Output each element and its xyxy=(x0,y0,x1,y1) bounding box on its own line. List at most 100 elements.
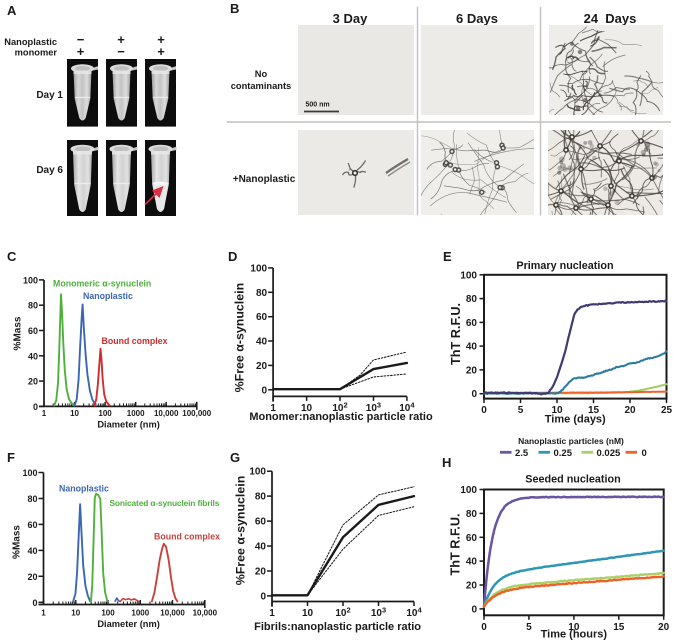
svg-text:1: 1 xyxy=(42,409,47,418)
svg-text:Nanoplastic: Nanoplastic xyxy=(59,484,109,494)
svg-text:100: 100 xyxy=(460,485,477,496)
svg-text:20: 20 xyxy=(27,572,37,582)
svg-text:20: 20 xyxy=(255,566,267,577)
svg-text:0: 0 xyxy=(471,604,477,615)
svg-text:1: 1 xyxy=(270,403,276,414)
svg-text:60: 60 xyxy=(256,312,268,323)
svg-text:0: 0 xyxy=(262,385,268,396)
svg-text:60: 60 xyxy=(255,517,267,528)
svg-text:100: 100 xyxy=(23,275,38,285)
svg-text:0.025: 0.025 xyxy=(597,448,621,459)
svg-text:Diameter (nm): Diameter (nm) xyxy=(97,419,160,429)
svg-text:%Mass: %Mass xyxy=(12,525,23,559)
svg-text:Time (days): Time (days) xyxy=(545,414,606,426)
svg-text:%Free α-synuclein: %Free α-synuclein xyxy=(233,283,247,393)
svg-text:15: 15 xyxy=(613,622,625,633)
svg-text:+: + xyxy=(77,44,85,59)
svg-text:102: 102 xyxy=(335,606,350,620)
svg-text:100: 100 xyxy=(22,468,37,478)
svg-text:40: 40 xyxy=(466,342,478,353)
svg-text:10,000: 10,000 xyxy=(154,409,179,418)
svg-text:E: E xyxy=(443,249,452,264)
svg-text:C: C xyxy=(7,249,17,264)
svg-text:80: 80 xyxy=(466,294,478,305)
svg-text:6 Days: 6 Days xyxy=(456,11,498,26)
svg-text:10: 10 xyxy=(70,409,79,418)
svg-text:1000: 1000 xyxy=(127,409,145,418)
svg-text:0: 0 xyxy=(33,402,38,412)
svg-text:1: 1 xyxy=(269,608,275,619)
svg-text:No: No xyxy=(255,69,268,79)
svg-text:Day 6: Day 6 xyxy=(36,165,63,176)
svg-text:+Nanoplastic: +Nanoplastic xyxy=(233,174,296,185)
svg-text:10: 10 xyxy=(71,609,80,618)
svg-text:40: 40 xyxy=(255,542,267,553)
svg-text:20: 20 xyxy=(658,622,670,633)
svg-text:80: 80 xyxy=(256,288,268,299)
svg-text:20: 20 xyxy=(466,365,478,376)
svg-text:G: G xyxy=(230,450,240,465)
svg-text:10: 10 xyxy=(301,403,313,414)
svg-text:10: 10 xyxy=(551,405,563,416)
svg-text:%Free α-synuclein: %Free α-synuclein xyxy=(233,476,247,586)
svg-text:Diameter (nm): Diameter (nm) xyxy=(97,619,160,629)
svg-text:40: 40 xyxy=(28,351,38,361)
svg-text:2.5: 2.5 xyxy=(515,448,529,459)
svg-text:20: 20 xyxy=(256,361,268,372)
svg-text:0.25: 0.25 xyxy=(554,448,573,459)
svg-text:15: 15 xyxy=(588,405,600,416)
svg-text:104: 104 xyxy=(406,606,422,620)
svg-text:40: 40 xyxy=(256,337,268,348)
svg-text:monomer: monomer xyxy=(15,48,58,58)
svg-text:80: 80 xyxy=(28,301,38,311)
svg-text:Bound complex: Bound complex xyxy=(154,532,220,542)
svg-text:0: 0 xyxy=(481,405,487,416)
svg-text:H: H xyxy=(442,455,451,470)
svg-text:ThT R.F.U.: ThT R.F.U. xyxy=(449,513,463,575)
svg-text:80: 80 xyxy=(255,492,267,503)
svg-text:Nanoplastic: Nanoplastic xyxy=(4,37,57,47)
svg-text:+: + xyxy=(157,32,165,47)
svg-text:−: − xyxy=(77,32,85,47)
svg-text:500 nm: 500 nm xyxy=(306,102,330,109)
svg-text:80: 80 xyxy=(27,494,37,504)
svg-text:100: 100 xyxy=(101,609,115,618)
svg-text:0: 0 xyxy=(260,591,266,602)
svg-text:5: 5 xyxy=(526,622,532,633)
svg-text:Primary nucleation: Primary nucleation xyxy=(516,260,613,272)
svg-text:ThT R.F.U.: ThT R.F.U. xyxy=(449,303,463,365)
svg-text:B: B xyxy=(230,1,239,16)
svg-text:Monomeric α-synuclein: Monomeric α-synuclein xyxy=(53,279,151,289)
svg-text:20: 20 xyxy=(466,581,478,592)
svg-text:Nanoplastic particles (nM): Nanoplastic particles (nM) xyxy=(518,436,624,446)
svg-text:100: 100 xyxy=(98,409,112,418)
svg-text:contaminants: contaminants xyxy=(231,81,291,91)
svg-text:Seeded nucleation: Seeded nucleation xyxy=(525,474,620,486)
svg-text:60: 60 xyxy=(466,533,478,544)
svg-text:1: 1 xyxy=(41,609,46,618)
svg-text:F: F xyxy=(7,450,15,465)
svg-text:Day 1: Day 1 xyxy=(36,90,63,101)
svg-text:−: − xyxy=(117,44,125,59)
svg-text:60: 60 xyxy=(28,326,38,336)
svg-text:24 Days: 24 Days xyxy=(584,11,637,26)
svg-text:+: + xyxy=(157,44,165,59)
svg-text:0: 0 xyxy=(642,448,647,459)
svg-text:0: 0 xyxy=(481,622,487,633)
svg-text:103: 103 xyxy=(371,606,386,620)
svg-text:Bound complex: Bound complex xyxy=(102,336,168,346)
svg-text:Monomer:nanoplastic particle r: Monomer:nanoplastic particle ratio xyxy=(249,411,433,423)
svg-text:10,000: 10,000 xyxy=(160,609,185,618)
svg-text:5: 5 xyxy=(518,405,524,416)
svg-text:0: 0 xyxy=(32,598,37,608)
svg-text:20: 20 xyxy=(624,405,636,416)
svg-text:40: 40 xyxy=(466,557,478,568)
svg-text:100: 100 xyxy=(250,263,267,274)
svg-text:3 Day: 3 Day xyxy=(333,11,368,26)
svg-text:100: 100 xyxy=(460,270,477,281)
svg-text:Time (hours): Time (hours) xyxy=(541,629,608,641)
svg-text:Sonicated α-synuclein fibrils: Sonicated α-synuclein fibrils xyxy=(110,498,220,508)
svg-text:Nanoplastic: Nanoplastic xyxy=(83,291,133,301)
svg-text:80: 80 xyxy=(466,509,478,520)
svg-text:A: A xyxy=(7,3,17,18)
